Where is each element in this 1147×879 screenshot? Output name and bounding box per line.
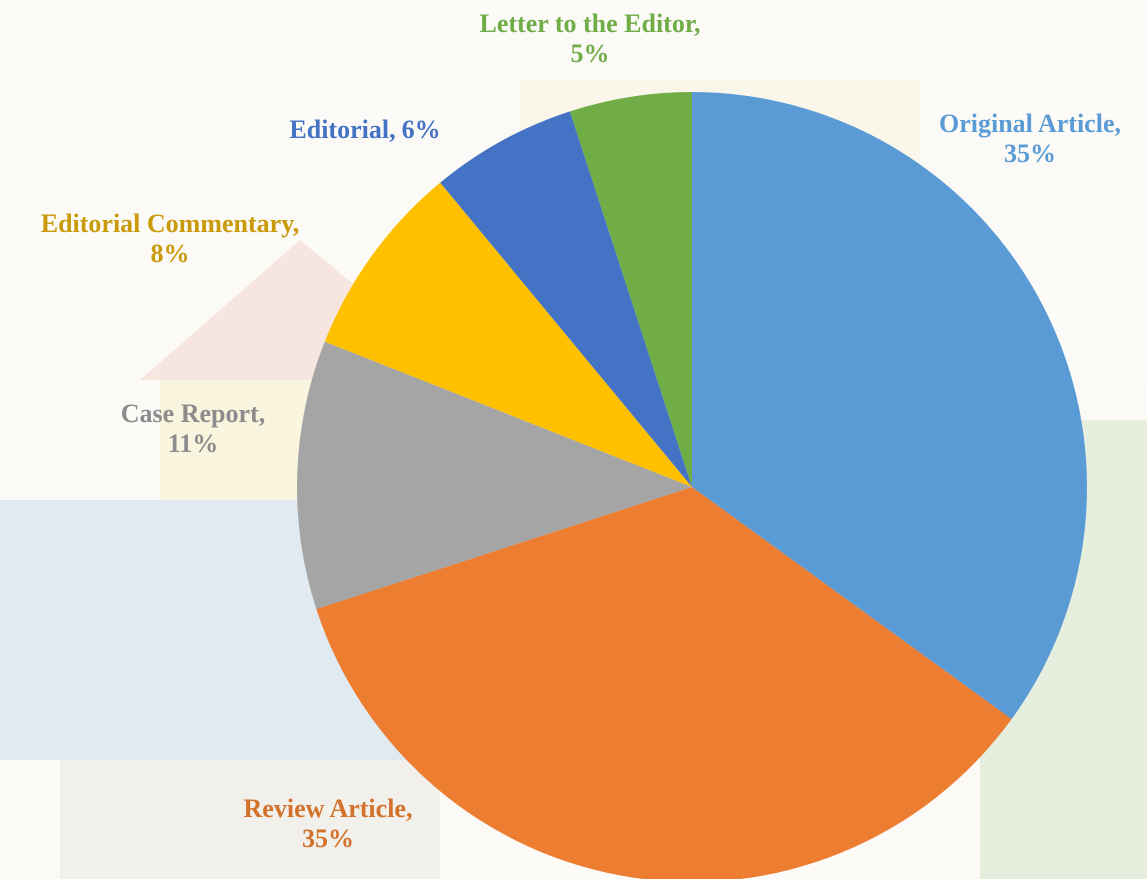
category-label: Editorial, (289, 115, 395, 144)
category-label: Letter to the Editor, (480, 9, 701, 38)
value-label: 11% (168, 429, 219, 458)
value-label: 5% (571, 39, 610, 68)
category-label: Review Article, (244, 794, 413, 823)
chart: Original Article,35%Review Article,35%Ca… (0, 0, 1147, 879)
value-label: 8% (151, 239, 190, 268)
value-label: 6% (402, 115, 441, 144)
value-label: 35% (1004, 139, 1056, 168)
value-label: 35% (302, 824, 354, 853)
data-label: Editorial,6% (289, 115, 440, 144)
category-label: Case Report, (121, 399, 265, 428)
category-label: Original Article, (939, 109, 1121, 138)
category-label: Editorial Commentary, (41, 209, 300, 238)
